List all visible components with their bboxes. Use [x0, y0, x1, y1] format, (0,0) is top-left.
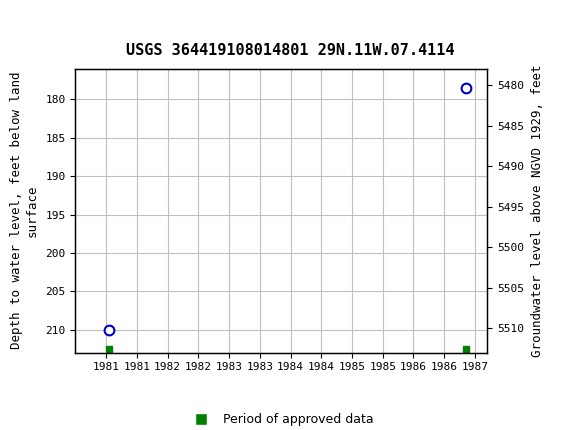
Legend: Period of approved data: Period of approved data: [183, 408, 379, 430]
Y-axis label: Depth to water level, feet below land
surface: Depth to water level, feet below land su…: [10, 72, 38, 350]
Text: USGS 364419108014801 29N.11W.07.4114: USGS 364419108014801 29N.11W.07.4114: [126, 43, 454, 58]
Text: ≡USGS: ≡USGS: [9, 16, 72, 36]
Y-axis label: Groundwater level above NGVD 1929, feet: Groundwater level above NGVD 1929, feet: [531, 64, 544, 357]
